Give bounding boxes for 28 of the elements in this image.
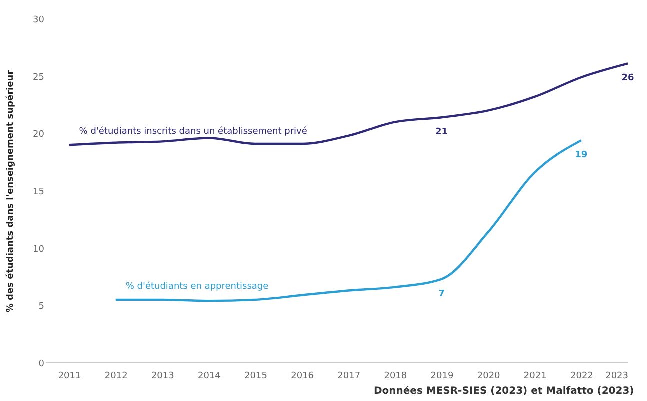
y-tick-label: 5 — [38, 302, 44, 312]
y-tick-label: 30 — [33, 16, 45, 26]
x-tick-label: 2022 — [570, 372, 594, 382]
x-tick-label: 2012 — [104, 372, 128, 382]
series-label: % d'étudiants inscrits dans un établissement privé — [79, 126, 308, 138]
x-tick-label: 2013 — [151, 372, 174, 382]
x-tick-label: 2023 — [606, 372, 628, 382]
y-tick-label: 0 — [38, 360, 45, 370]
y-axis-title: % des étudiants dans l'enseignement supérieur — [5, 70, 16, 313]
x-tick-label: 2021 — [524, 372, 547, 382]
data-label: 21 — [435, 128, 448, 138]
x-tick-label: 2016 — [291, 372, 314, 382]
x-tick-label: 2014 — [198, 372, 222, 382]
data-label: 26 — [622, 74, 634, 84]
y-tick-label: 15 — [33, 188, 44, 198]
text: Données MESR-SIES (2023) et Malfatto (2023) — [374, 386, 634, 397]
series-label: % d'étudiants en apprentissage — [126, 280, 270, 292]
data-label: 19 — [575, 150, 588, 161]
x-tick-label: 2011 — [58, 372, 82, 382]
x-tick-label: 2017 — [338, 372, 361, 382]
y-tick-label: 20 — [33, 130, 45, 140]
x-tick-label: 2015 — [244, 372, 268, 382]
data-label: 7 — [438, 289, 445, 300]
x-tick-label: 2020 — [477, 372, 501, 382]
x-tick-label: 2019 — [430, 372, 454, 382]
x-tick-label: 2018 — [384, 372, 408, 382]
y-tick-label: 10 — [33, 244, 45, 255]
y-tick-label: 25 — [33, 72, 44, 83]
